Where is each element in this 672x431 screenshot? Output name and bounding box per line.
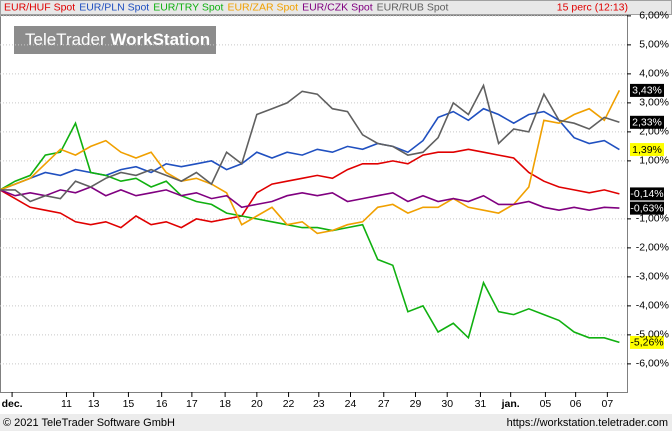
series-line [0, 148, 620, 229]
y-tick-label: -5,00% [636, 329, 669, 341]
y-tick-label: -4,00% [636, 300, 669, 312]
value-label: 1,39% [632, 144, 662, 156]
x-tick-label: jan. [501, 398, 520, 410]
value-label-box [630, 187, 664, 201]
x-tick-label: 06 [570, 398, 582, 410]
y-tick-label: -3,00% [636, 271, 669, 283]
x-tick-label: 24 [345, 398, 357, 410]
y-tick-label: 5,00% [639, 39, 669, 51]
value-label: -0,14% [630, 188, 663, 200]
end-labels: -0,14% 1,39% -5,26% 3,43% -0,63% 2,33% [630, 83, 664, 349]
legend-entry: EUR/ZAR Spot [227, 1, 298, 13]
series-line [0, 90, 621, 235]
legend: EUR/HUF Spot EUR/PLN Spot EUR/TRY Spot EUR/… [4, 1, 449, 13]
value-label: 3,43% [632, 85, 662, 97]
x-tick-label: 16 [156, 398, 168, 410]
y-tick-label: 3,00% [639, 97, 669, 109]
legend-entry: EUR/CZK Spot [302, 1, 373, 13]
watermark-text: TeleTrader WorkStation [25, 30, 210, 49]
x-tick-label: 27 [378, 398, 390, 410]
watermark: TeleTrader WorkStation [14, 26, 216, 54]
x-tick-label: 20 [251, 398, 263, 410]
watermark-box [14, 26, 216, 54]
y-tick-label: -6,00% [636, 358, 669, 370]
x-tick-label: 30 [441, 398, 453, 410]
value-label: 2,33% [632, 117, 662, 129]
interval: 15 perc (12:13) [557, 1, 628, 13]
x-tick-label: 18 [219, 398, 231, 410]
x-tick-label: dec. [2, 398, 23, 410]
source-url: https://workstation.teletrader.com [507, 417, 668, 429]
x-tick-label: 05 [540, 398, 552, 410]
x-tick-label: 07 [602, 398, 614, 410]
lines [0, 83, 621, 344]
x-tick-label: 13 [88, 398, 100, 410]
y-tick-label: 6,00% [639, 10, 669, 22]
legend-entry: EUR/TRY Spot [153, 1, 223, 13]
value-label-box [630, 83, 664, 97]
x-tick-label: 11 [61, 398, 72, 410]
value-label-box [630, 335, 664, 349]
value-label-box [630, 115, 664, 129]
y-tick-label: 2,00% [639, 126, 669, 138]
y-tick-label: 4,00% [639, 68, 669, 80]
x-tick-label: 31 [475, 398, 487, 410]
watermark-product: WorkStation [110, 30, 210, 49]
legend-entry: EUR/RUB Spot [377, 1, 449, 13]
y-tick-label: 1,00% [639, 155, 669, 167]
value-label-box [630, 143, 664, 157]
y-tick-label: -2,00% [636, 242, 669, 254]
legend-entry: EUR/HUF Spot [4, 1, 75, 13]
value-label: -0,63% [630, 202, 663, 214]
value-label-box [630, 201, 664, 215]
watermark-brand: TeleTrader [25, 30, 106, 49]
plot-area [0, 15, 628, 393]
x-tick-label: 29 [410, 398, 422, 410]
value-label: -5,26% [630, 337, 663, 349]
grid [0, 15, 627, 365]
copyright: © 2021 TeleTrader Software GmbH [3, 417, 175, 429]
series-line [0, 83, 620, 203]
footer-bar [0, 414, 672, 431]
x-tick-label: 22 [283, 398, 295, 410]
x-tick-label: 17 [186, 398, 198, 410]
series-line [0, 186, 620, 212]
x-tick-label: 23 [313, 398, 325, 410]
y-tick-label: -1,00% [636, 213, 669, 225]
x-tick-label: 15 [123, 398, 135, 410]
legend-entry: EUR/PLN Spot [79, 1, 149, 13]
axes: 6,00% 5,00% 4,00% 3,00% 2,00% 1,00% -1,00% -2,0… [2, 10, 669, 410]
